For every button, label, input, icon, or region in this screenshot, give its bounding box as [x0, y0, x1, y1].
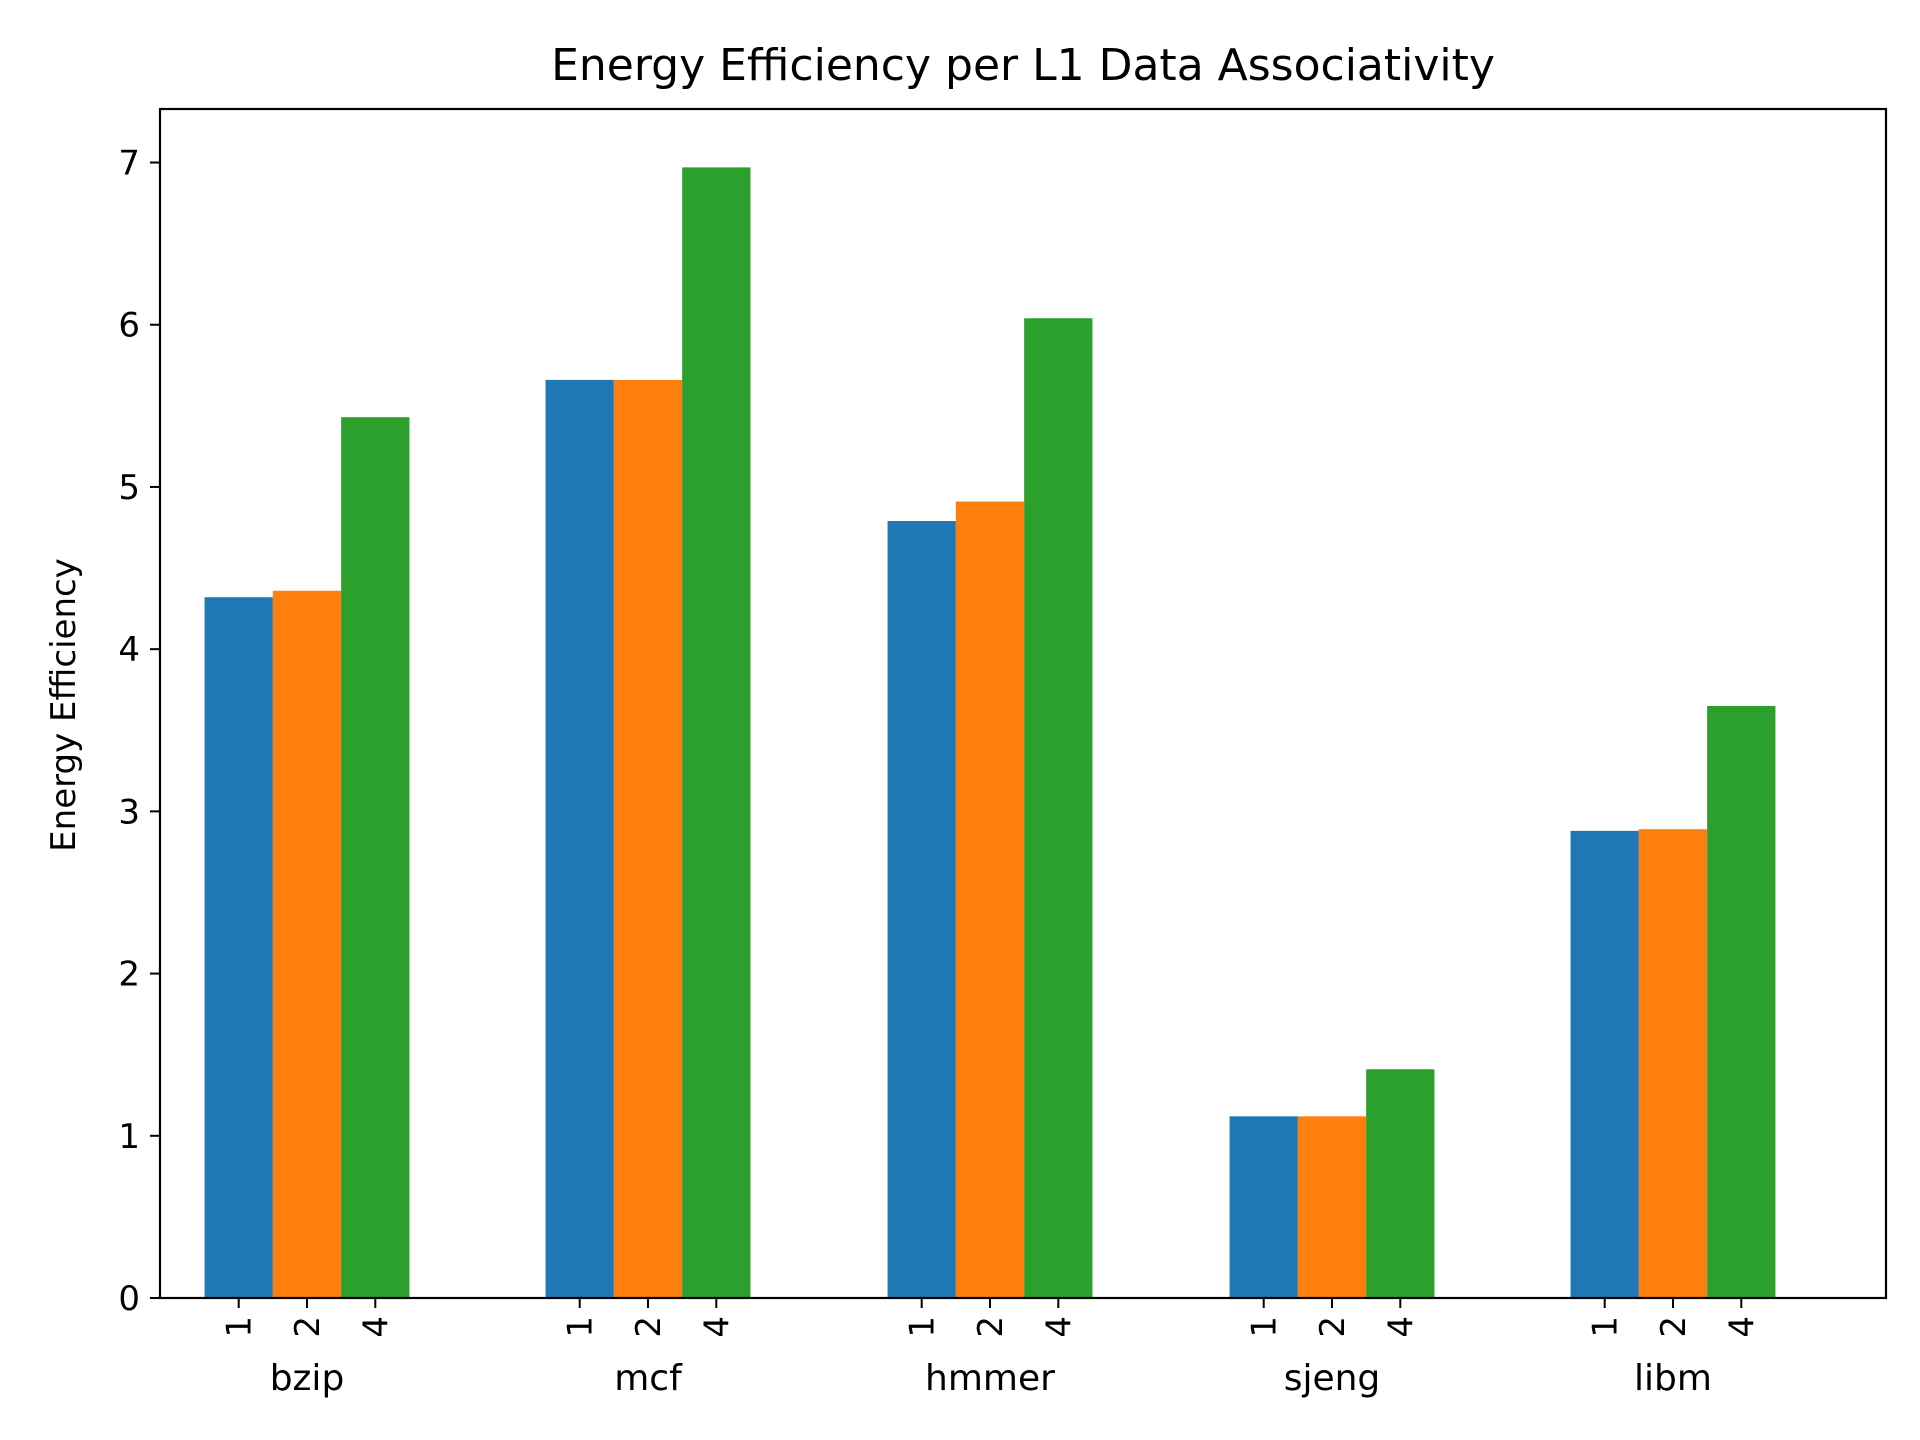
- y-axis-label: Energy Efficiency: [44, 558, 84, 852]
- bar-mcf-4: [682, 167, 751, 1298]
- x-tick-label-libm-1: 1: [1586, 1316, 1626, 1338]
- y-axis: 0 1 2 3 4 5 6 7: [118, 144, 160, 1319]
- y-tick-label-1: 1: [118, 1117, 140, 1157]
- bar-hmmer-1: [887, 521, 956, 1298]
- bar-libm-2: [1638, 829, 1708, 1298]
- y-tick-label-4: 4: [118, 630, 140, 670]
- y-tick-label-2: 2: [118, 955, 140, 995]
- x-tick-label-bzip-2: 2: [288, 1316, 328, 1338]
- bar-bzip-2: [272, 590, 342, 1298]
- y-tick-label-3: 3: [118, 792, 140, 832]
- bars-layer: [204, 167, 1776, 1298]
- x-tick-label-hmmer-2: 2: [971, 1316, 1011, 1338]
- x-tick-label-sjeng-4: 4: [1381, 1316, 1421, 1338]
- bar-sjeng-4: [1366, 1069, 1435, 1298]
- bar-mcf-1: [545, 379, 614, 1298]
- category-label-sjeng: sjeng: [1284, 1358, 1381, 1399]
- x-tick-label-libm-4: 4: [1722, 1316, 1762, 1338]
- y-tick-label-5: 5: [118, 468, 140, 508]
- chart-title: Energy Efficiency per L1 Data Associativ…: [551, 40, 1495, 91]
- bar-sjeng-2: [1297, 1116, 1367, 1298]
- category-label-libm: libm: [1634, 1358, 1712, 1399]
- category-label-mcf: mcf: [614, 1358, 683, 1399]
- category-label-hmmer: hmmer: [925, 1358, 1055, 1399]
- x-tick-label-bzip-4: 4: [356, 1316, 396, 1338]
- y-tick-label-7: 7: [118, 144, 140, 184]
- bar-libm-4: [1707, 705, 1776, 1298]
- category-label-bzip: bzip: [270, 1358, 345, 1399]
- x-tick-label-mcf-1: 1: [561, 1316, 601, 1338]
- x-tick-label-bzip-1: 1: [220, 1316, 260, 1338]
- plot-frame: [158, 107, 1888, 1300]
- bar-mcf-2: [613, 379, 683, 1298]
- x-tick-label-sjeng-1: 1: [1245, 1316, 1285, 1338]
- x-tick-label-mcf-2: 2: [629, 1316, 669, 1338]
- bar-hmmer-2: [955, 501, 1025, 1298]
- bar-libm-1: [1570, 830, 1639, 1298]
- bar-hmmer-4: [1024, 318, 1093, 1298]
- bar-bzip-4: [341, 417, 410, 1298]
- x-tick-label-hmmer-1: 1: [903, 1316, 943, 1338]
- x-tick-label-sjeng-2: 2: [1313, 1316, 1353, 1338]
- y-tick-label-0: 0: [118, 1279, 140, 1319]
- x-tick-label-mcf-4: 4: [697, 1316, 737, 1338]
- x-tick-label-hmmer-4: 4: [1039, 1316, 1079, 1338]
- bar-bzip-1: [204, 597, 273, 1298]
- y-tick-label-6: 6: [118, 306, 140, 346]
- bar-sjeng-1: [1229, 1116, 1298, 1298]
- x-tick-label-libm-2: 2: [1654, 1316, 1694, 1338]
